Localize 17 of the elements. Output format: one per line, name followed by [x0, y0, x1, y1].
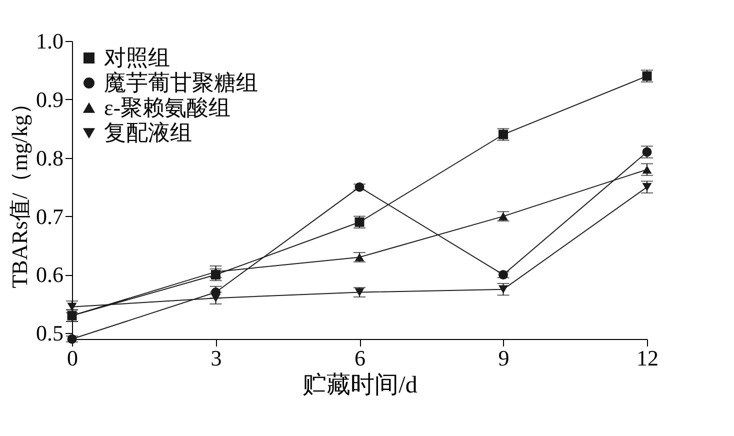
legend-label: ε-聚赖氨酸组: [104, 95, 231, 120]
x-axis-title: 贮藏时间/d: [302, 372, 418, 398]
y-axis-title: TBARs值/（mg/kg）: [7, 92, 32, 288]
legend-label: 魔芋葡甘聚糖组: [104, 70, 258, 95]
x-tick-label: 0: [67, 346, 78, 370]
legend-label: 对照组: [104, 45, 170, 70]
legend-label: 复配液组: [104, 120, 192, 145]
x-tick-label: 3: [210, 346, 222, 370]
x-tick-label: 12: [636, 346, 658, 370]
y-tick-label: 0.8: [36, 145, 64, 170]
x-tick-label: 9: [498, 346, 510, 370]
y-tick-label: 0.6: [36, 262, 64, 288]
y-tick-label: 1.0: [36, 28, 64, 54]
y-tick-label: 0.5: [36, 320, 64, 346]
y-tick-label: 0.9: [36, 86, 64, 112]
x-tick-label: 6: [354, 346, 366, 370]
y-tick-label: 0.7: [36, 204, 64, 229]
